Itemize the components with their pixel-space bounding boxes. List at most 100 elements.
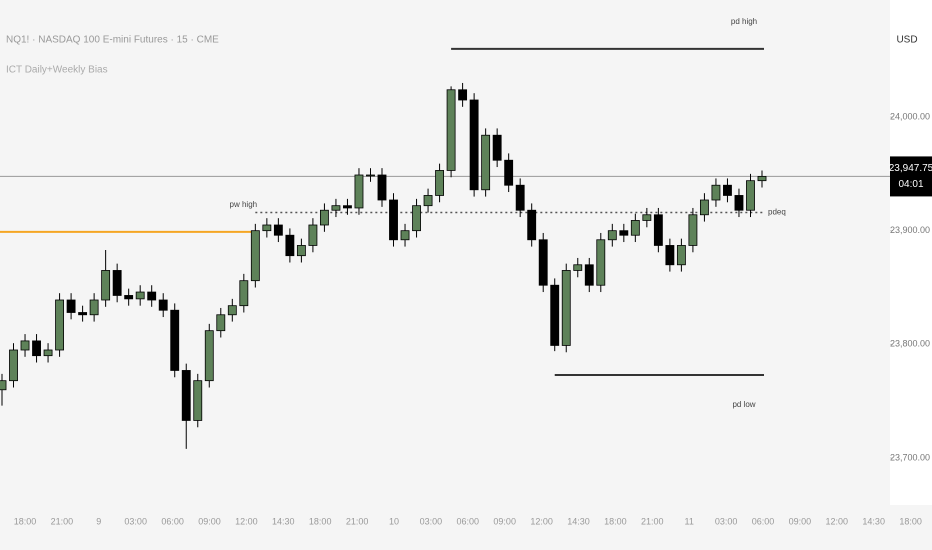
candle-body bbox=[435, 170, 445, 196]
candle-body bbox=[193, 380, 203, 421]
candle-body bbox=[354, 174, 364, 209]
candle-body bbox=[20, 340, 30, 351]
candle-body bbox=[458, 89, 468, 101]
x-tick-label: 12:00 bbox=[235, 516, 258, 526]
candle-body bbox=[746, 180, 755, 211]
candle-body bbox=[550, 284, 560, 346]
x-tick-label: 14:30 bbox=[862, 516, 885, 526]
currency: USD bbox=[896, 35, 917, 46]
candle-body bbox=[158, 299, 168, 311]
candle-body bbox=[676, 245, 686, 266]
candle-body bbox=[653, 214, 663, 246]
x-tick-label: 18:00 bbox=[899, 516, 922, 526]
level-label: pd high bbox=[731, 17, 757, 26]
candle-body bbox=[492, 134, 502, 161]
candle-body bbox=[596, 239, 606, 286]
candle-body bbox=[400, 230, 410, 241]
candle-body bbox=[607, 230, 617, 241]
candle-body bbox=[377, 174, 387, 201]
candle-body bbox=[43, 349, 53, 357]
x-tick-label: 14:30 bbox=[567, 516, 590, 526]
x-tick-label: 21:00 bbox=[641, 516, 664, 526]
candle-body bbox=[389, 199, 398, 241]
candle-body bbox=[699, 199, 709, 216]
x-tick-label: 03:00 bbox=[715, 516, 738, 526]
price-axis bbox=[890, 0, 932, 505]
candle-body bbox=[204, 330, 214, 382]
candle-body bbox=[239, 280, 249, 307]
last-price-box bbox=[890, 156, 932, 197]
candle-body bbox=[481, 134, 491, 191]
candle-body bbox=[112, 270, 122, 296]
x-tick-label: 06:00 bbox=[457, 516, 480, 526]
candle-body bbox=[688, 214, 698, 246]
countdown: 04:01 bbox=[898, 179, 923, 190]
x-tick-label: 21:00 bbox=[346, 516, 369, 526]
candle-body bbox=[723, 184, 732, 196]
x-tick-label: 18:00 bbox=[14, 516, 37, 526]
candle-body bbox=[308, 224, 318, 246]
candle-body bbox=[584, 264, 594, 286]
level-label: pw high bbox=[230, 200, 258, 209]
last-price-label: 23,947.75 bbox=[889, 163, 932, 174]
y-tick-label: 23,800.00 bbox=[890, 339, 930, 349]
x-tick-label: 03:00 bbox=[124, 516, 147, 526]
y-tick-label: 23,700.00 bbox=[890, 452, 930, 462]
candle-body bbox=[366, 174, 375, 177]
x-tick-label: 06:00 bbox=[752, 516, 775, 526]
x-tick-label: 9 bbox=[96, 516, 101, 526]
candle-body bbox=[273, 224, 283, 236]
candle-body bbox=[538, 239, 548, 286]
x-tick-label: 11 bbox=[685, 516, 694, 526]
candle-body bbox=[285, 234, 295, 257]
candle-body bbox=[331, 205, 341, 211]
candle-body bbox=[78, 312, 88, 316]
candle-body bbox=[734, 195, 744, 211]
chart-title: NQ1! · NASDAQ 100 E-mini Futures · 15 · … bbox=[6, 35, 219, 46]
candle-body bbox=[630, 220, 640, 236]
candle-body bbox=[296, 245, 306, 257]
candle-body bbox=[642, 214, 652, 221]
candle-body bbox=[147, 291, 157, 301]
candle-body bbox=[135, 291, 145, 300]
x-tick-label: 09:00 bbox=[493, 516, 516, 526]
x-tick-label: 10 bbox=[389, 516, 399, 526]
x-tick-label: 09:00 bbox=[198, 516, 221, 526]
candle-body bbox=[504, 159, 514, 186]
candle-body bbox=[573, 264, 583, 271]
x-tick-label: 09:00 bbox=[789, 516, 812, 526]
candle-body bbox=[446, 89, 456, 171]
candle-body bbox=[55, 299, 65, 351]
x-tick-label: 03:00 bbox=[420, 516, 443, 526]
candle-body bbox=[469, 99, 479, 191]
candle-body bbox=[216, 314, 226, 332]
candle-body bbox=[227, 305, 237, 316]
x-tick-label: 12:00 bbox=[530, 516, 553, 526]
candle-body bbox=[124, 295, 134, 300]
candle-body bbox=[619, 230, 629, 236]
candle-body bbox=[343, 205, 352, 209]
candle-body bbox=[66, 299, 76, 313]
candle-body bbox=[423, 195, 433, 207]
candle-body bbox=[181, 370, 191, 421]
candle-body bbox=[262, 224, 272, 232]
candle-body bbox=[665, 245, 675, 266]
candle-body bbox=[527, 209, 537, 241]
candle-body bbox=[9, 349, 18, 382]
candle-body bbox=[250, 230, 260, 282]
level-label: pd low bbox=[732, 400, 755, 409]
x-tick-label: 06:00 bbox=[161, 516, 184, 526]
indicator-name: ICT Daily+Weekly Bias bbox=[6, 65, 108, 76]
candle-body bbox=[170, 309, 180, 371]
candle-body bbox=[89, 299, 99, 316]
candle-body bbox=[0, 380, 7, 391]
candle-body bbox=[711, 184, 721, 201]
y-tick-label: 23,900.00 bbox=[890, 225, 930, 235]
x-tick-label: 14:30 bbox=[272, 516, 295, 526]
x-tick-label: 21:00 bbox=[51, 516, 74, 526]
x-tick-label: 12:00 bbox=[826, 516, 849, 526]
y-tick-label: 24,000.00 bbox=[890, 111, 930, 121]
